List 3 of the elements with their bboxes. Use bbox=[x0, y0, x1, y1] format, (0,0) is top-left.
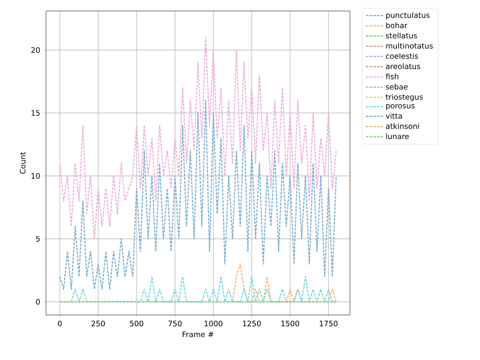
line-series bbox=[59, 100, 337, 290]
line-series bbox=[59, 36, 337, 240]
line-series bbox=[232, 263, 337, 302]
